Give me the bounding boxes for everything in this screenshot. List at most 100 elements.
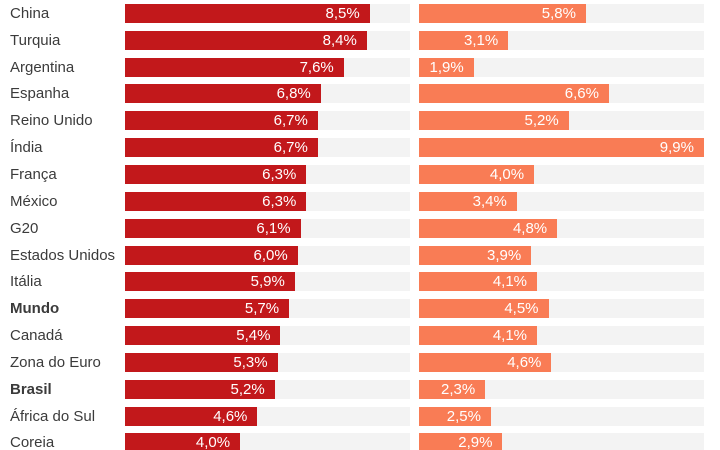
right-bar: 2,9% (419, 433, 503, 450)
right-bar-value: 4,6% (507, 353, 542, 371)
right-bar-value: 4,8% (512, 219, 548, 237)
category-label: Canadá (10, 327, 63, 345)
left-bar-track: 5,9% (125, 272, 410, 292)
chart-row: G20 6,1% 4,8% (0, 215, 720, 242)
chart-row: Brasil 5,2% 2,3% (0, 376, 720, 403)
chart-row: China 8,5% 5,8% (0, 0, 720, 27)
left-bar: 5,9% (125, 272, 295, 292)
left-bar-value: 4,0% (195, 434, 231, 450)
category-label: Brasil (10, 380, 52, 398)
right-bar-value: 2,5% (446, 407, 481, 425)
left-bar-track: 6,1% (125, 218, 410, 238)
right-bar: 9,9% (419, 138, 704, 158)
right-bar-track: 4,5% (419, 299, 704, 319)
left-bar: 7,6% (125, 57, 344, 77)
left-bar: 6,8% (125, 84, 321, 104)
chart-row: Turquia 8,4% 3,1% (0, 27, 720, 54)
right-bar-value: 4,1% (492, 327, 528, 345)
category-label: Reino Unido (10, 112, 93, 130)
right-bar-track: 9,9% (419, 138, 704, 158)
right-bar-value: 2,9% (458, 434, 493, 450)
left-bar-value: 6,3% (262, 165, 297, 183)
left-bar-track: 5,3% (125, 352, 410, 372)
right-bar: 4,5% (419, 299, 549, 319)
right-bar-value: 4,5% (504, 300, 539, 318)
right-bar-track: 3,9% (419, 245, 704, 265)
right-bar: 4,6% (419, 352, 552, 372)
chart-row: Estados Unidos 6,0% 3,9% (0, 242, 720, 269)
left-bar-track: 8,5% (125, 3, 410, 23)
left-bar-value: 7,6% (299, 58, 334, 76)
left-bar-value: 8,5% (325, 4, 360, 22)
left-bar-value: 6,0% (253, 246, 288, 264)
left-bar-track: 4,6% (125, 406, 410, 426)
left-bar: 5,2% (125, 379, 275, 399)
left-bar-track: 6,3% (125, 191, 410, 211)
left-bar: 5,7% (125, 299, 290, 319)
right-bar: 4,1% (419, 326, 538, 346)
left-bar-track: 6,7% (125, 138, 410, 158)
left-bar-track: 8,4% (125, 30, 410, 50)
left-bar: 8,5% (125, 3, 370, 23)
category-label: Argentina (10, 58, 75, 76)
chart-row: Espanha 6,8% 6,6% (0, 81, 720, 108)
right-bar: 4,8% (419, 218, 558, 238)
chart-row: Reino Unido 6,7% 5,2% (0, 107, 720, 134)
category-label: Estados Unidos (10, 246, 116, 264)
right-bar-track: 1,9% (419, 57, 704, 77)
chart-row: França 6,3% 4,0% (0, 161, 720, 188)
left-bar: 8,4% (125, 30, 367, 50)
category-label: Mundo (10, 300, 60, 318)
left-bar-track: 6,8% (125, 84, 410, 104)
right-bar-value: 5,8% (541, 4, 576, 22)
left-bar: 4,0% (125, 433, 241, 450)
right-bar-track: 3,4% (419, 191, 704, 211)
left-bar: 5,4% (125, 326, 281, 346)
right-bar-value: 3,9% (487, 246, 522, 264)
left-bar-value: 6,3% (262, 192, 297, 210)
right-bar: 3,1% (419, 30, 509, 50)
left-bar: 6,7% (125, 111, 318, 131)
right-bar: 5,2% (419, 111, 569, 131)
chart-row: Mundo 5,7% 4,5% (0, 295, 720, 322)
left-bar-track: 6,7% (125, 111, 410, 131)
left-bar: 5,3% (125, 352, 278, 372)
category-label: França (10, 165, 57, 183)
left-bar-value: 6,7% (273, 112, 308, 130)
left-bar-value: 5,3% (233, 353, 268, 371)
category-label: Turquia (10, 31, 61, 49)
chart-row: Zona do Euro 5,3% 4,6% (0, 349, 720, 376)
category-label: Coreia (10, 434, 55, 450)
right-bar-value: 5,2% (524, 112, 559, 130)
right-bar-value: 4,1% (492, 273, 528, 291)
category-label: Zona do Euro (10, 353, 101, 371)
left-bar-value: 5,7% (244, 300, 280, 318)
category-label: China (10, 4, 50, 22)
right-bar: 4,1% (419, 272, 538, 292)
left-bar-track: 5,2% (125, 379, 410, 399)
left-bar-track: 5,7% (125, 299, 410, 319)
right-bar-track: 2,3% (419, 379, 704, 399)
left-bar: 4,6% (125, 406, 258, 426)
left-bar-value: 5,4% (236, 327, 271, 345)
right-bar-track: 5,2% (419, 111, 704, 131)
left-bar-track: 6,3% (125, 164, 410, 184)
right-bar: 3,4% (419, 191, 517, 211)
left-bar-value: 5,2% (230, 380, 265, 398)
right-bar: 1,9% (419, 57, 474, 77)
right-bar-value: 3,1% (464, 31, 499, 49)
chart-row: Itália 5,9% 4,1% (0, 268, 720, 295)
left-bar-track: 4,0% (125, 433, 410, 450)
right-bar: 6,6% (419, 84, 609, 104)
left-bar: 6,3% (125, 191, 307, 211)
left-bar-value: 6,8% (276, 85, 311, 103)
right-bar-track: 4,6% (419, 352, 704, 372)
right-bar: 2,5% (419, 406, 491, 426)
right-bar-track: 2,9% (419, 433, 704, 450)
left-bar-track: 6,0% (125, 245, 410, 265)
right-bar-track: 4,1% (419, 326, 704, 346)
chart-row: Argentina 7,6% 1,9% (0, 54, 720, 81)
chart-row: Canadá 5,4% 4,1% (0, 322, 720, 349)
right-bar-value: 3,4% (472, 192, 507, 210)
